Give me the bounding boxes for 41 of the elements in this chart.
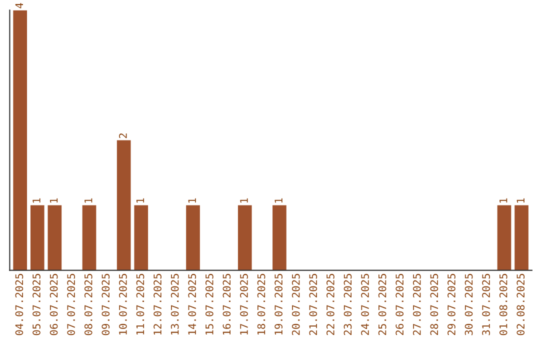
data-label: 1 <box>32 198 40 203</box>
x-tick-label: 02.08.2025 <box>516 274 525 336</box>
data-label: 1 <box>516 198 524 203</box>
x-tick-label: 05.07.2025 <box>32 274 40 336</box>
x-tick-label: 29.07.2025 <box>448 274 456 336</box>
data-label: 1 <box>84 198 92 203</box>
x-tick-label: 13.07.2025 <box>170 274 179 335</box>
x-tick-label: 23.07.2025 <box>344 274 352 336</box>
data-label: 1 <box>188 198 196 203</box>
x-tick-label: 06.07.2025 <box>50 274 58 336</box>
x-tick-label: 16.07.2025 <box>222 274 231 335</box>
x-tick-label: 22.07.2025 <box>326 274 334 336</box>
x-tick-label: 21.07.2025 <box>309 274 318 336</box>
x-tick-label: 20.07.2025 <box>292 274 300 336</box>
x-tick-label: 26.07.2025 <box>396 274 404 336</box>
x-tick-label: 19.07.2025 <box>274 274 283 335</box>
data-label: 1 <box>240 198 248 203</box>
x-tick-label: 10.07.2025 <box>119 274 127 335</box>
data-label: 1 <box>500 198 508 203</box>
x-tick-label: 12.07.2025 <box>154 274 162 335</box>
x-tick-label: 07.07.2025 <box>67 274 76 336</box>
x-tick-label: 11.07.2025 <box>136 274 144 335</box>
x-tick-label: 09.07.2025 <box>102 274 110 336</box>
data-label: 1 <box>274 198 282 203</box>
x-tick-label: 14.07.2025 <box>188 274 196 335</box>
x-tick-label: 08.07.2025 <box>84 274 92 336</box>
x-tick-label: 31.07.2025 <box>482 274 490 336</box>
data-label: 4 <box>15 3 23 8</box>
x-tick-label: 18.07.2025 <box>257 274 266 335</box>
x-tick-label: 01.08.2025 <box>499 274 508 336</box>
x-tick-label: 27.07.2025 <box>412 274 421 336</box>
x-tick-label: 30.07.2025 <box>464 274 473 336</box>
data-label: 2 <box>119 133 127 138</box>
x-tick-label: 15.07.2025 <box>205 274 214 335</box>
data-label: 1 <box>50 198 58 203</box>
x-tick-label: 17.07.2025 <box>240 274 248 335</box>
x-tick-label: 25.07.2025 <box>378 274 386 336</box>
x-tick-label: 24.07.2025 <box>361 274 369 336</box>
x-tick-label: 04.07.2025 <box>15 274 24 336</box>
data-label: 1 <box>136 198 144 203</box>
x-tick-label: 28.07.2025 <box>430 274 438 336</box>
